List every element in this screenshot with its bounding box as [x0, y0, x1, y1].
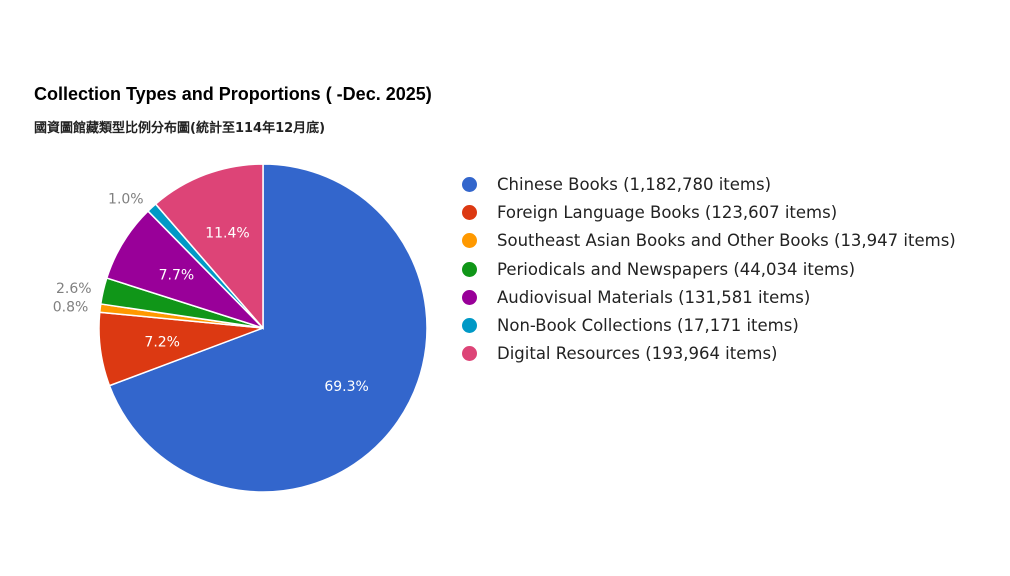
legend-item: Foreign Language Books (123,607 items): [462, 198, 956, 226]
slice-percent-label: 0.8%: [53, 300, 89, 316]
legend-swatch: [462, 176, 477, 192]
legend-label: Digital Resources (193,964 items): [497, 344, 778, 364]
legend-item: Audiovisual Materials (131,581 items): [462, 283, 956, 311]
pie-slice: [108, 163, 428, 493]
legend-label: Chinese Books (1,182,780 items): [497, 174, 772, 194]
legend-label: Audiovisual Materials (131,581 items): [497, 287, 811, 307]
legend-item: Southeast Asian Books and Other Books (1…: [462, 227, 956, 255]
legend-item: Chinese Books (1,182,780 items): [462, 170, 956, 198]
slice-percent-label: 7.7%: [159, 268, 195, 284]
chart-legend: Chinese Books (1,182,780 items) Foreign L…: [462, 170, 956, 368]
slice-percent-label: 69.3%: [324, 379, 368, 395]
slice-percent-label: 1.0%: [108, 192, 144, 208]
legend-label: Foreign Language Books (123,607 items): [497, 202, 838, 222]
legend-item: Periodicals and Newspapers (44,034 items…: [462, 255, 956, 283]
pie-slice: [154, 163, 264, 331]
legend-swatch: [462, 346, 477, 362]
legend-swatch: [462, 233, 477, 249]
slice-percent-label: 11.4%: [205, 226, 249, 242]
slice-percent-label: 7.2%: [144, 334, 180, 350]
legend-item: Digital Resources (193,964 items): [462, 340, 956, 368]
legend-item: Non-Book Collections (17,171 items): [462, 311, 956, 339]
legend-label: Periodicals and Newspapers (44,034 items…: [497, 259, 856, 279]
slice-percent-label: 2.6%: [56, 281, 92, 297]
legend-swatch: [462, 318, 477, 334]
chart-subtitle: 國資圖館藏類型比例分布圖(統計至114年12月底): [34, 121, 326, 136]
chart-title: Collection Types and Proportions ( -Dec.…: [34, 84, 432, 104]
legend-swatch: [462, 261, 477, 277]
legend-label: Non-Book Collections (17,171 items): [497, 316, 799, 336]
legend-swatch: [462, 289, 477, 305]
legend-swatch: [462, 204, 477, 220]
legend-label: Southeast Asian Books and Other Books (1…: [497, 231, 956, 251]
